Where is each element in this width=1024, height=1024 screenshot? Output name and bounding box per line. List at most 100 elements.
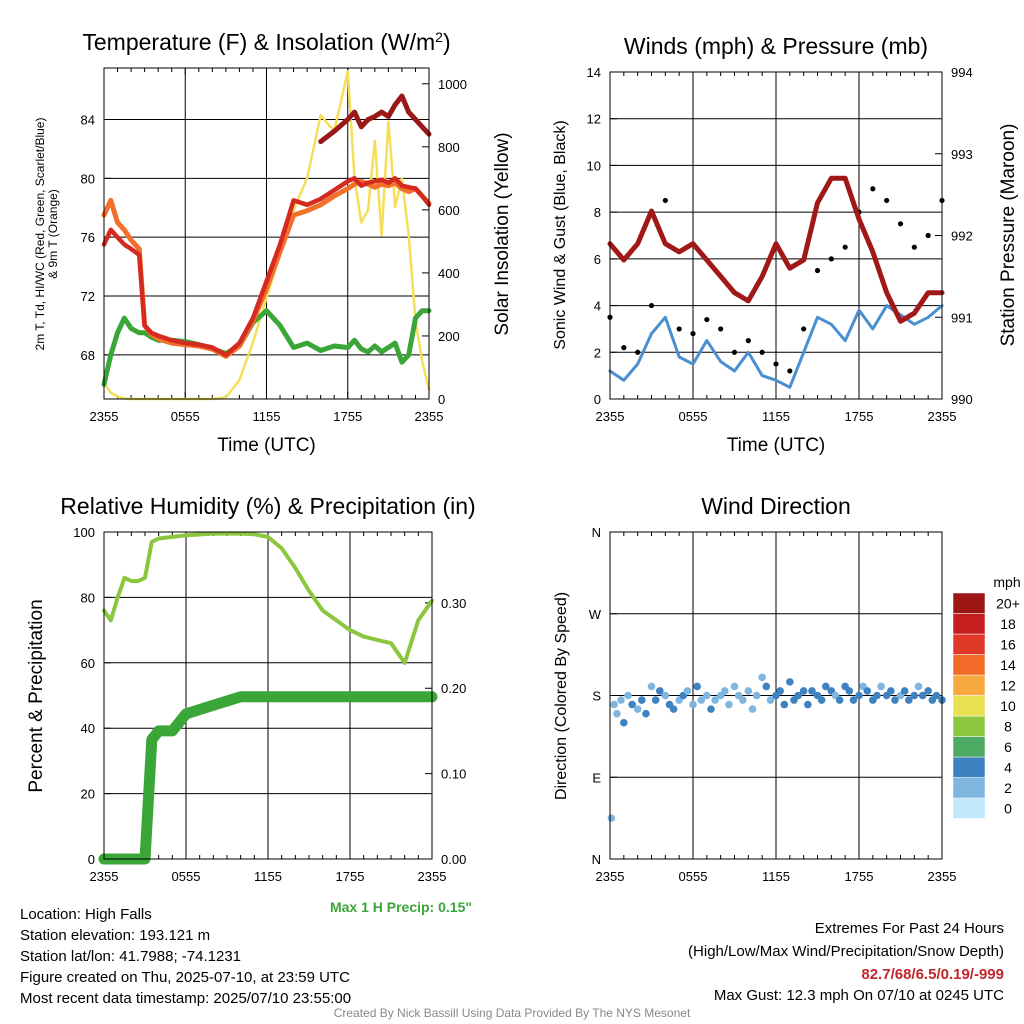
direction-point xyxy=(752,691,761,700)
colorbar-swatch xyxy=(952,633,986,655)
colorbar-swatch xyxy=(952,715,986,737)
y-tick-label-right: 0 xyxy=(438,392,445,407)
x-tick-label: 0555 xyxy=(679,869,708,884)
direction-point xyxy=(776,687,784,695)
y-tick-label-left: 14 xyxy=(587,65,601,80)
y-tick-label-right: 992 xyxy=(951,229,973,244)
y-tick-label-right: 200 xyxy=(438,329,460,344)
colorbar-unit: mph xyxy=(993,574,1020,590)
y-tick-label: S xyxy=(592,689,601,704)
colorbar-label: 0 xyxy=(1004,800,1012,816)
direction-point xyxy=(905,696,913,704)
y-tick-label: N xyxy=(592,852,601,867)
y-tick-label-right: 0.20 xyxy=(441,681,466,696)
credit-text: Created By Nick Bassill Using Data Provi… xyxy=(333,1006,691,1020)
direction-point xyxy=(651,696,660,704)
x-tick-label: 2355 xyxy=(418,869,447,884)
colorbar-swatch xyxy=(952,592,986,614)
colorbar-swatch xyxy=(952,674,986,696)
direction-point xyxy=(647,682,656,691)
gust-point xyxy=(897,221,904,227)
direction-point xyxy=(780,700,789,709)
y-axis-label-right: Solar Insolation (Yellow) xyxy=(492,132,513,335)
extremes-values: 82.7/68/6.5/0.19/-999 xyxy=(861,966,1004,983)
direction-point xyxy=(855,691,863,700)
x-tick-label: 1155 xyxy=(254,869,282,884)
wind-direction-panel: 2355 0555 1155 1755 2355 Wind Direction N E S W N D… xyxy=(553,493,1021,884)
direction-point xyxy=(607,814,616,822)
colorbar-label: 16 xyxy=(1000,636,1016,652)
direction-point xyxy=(808,687,816,695)
direction-point xyxy=(877,682,885,691)
gust-point xyxy=(925,232,931,239)
label-line: 2m T, Td, HI/WC (Red, Green, Scarlet/Blu… xyxy=(33,118,47,351)
y-tick-label-right: 0.10 xyxy=(441,767,466,782)
y-tick-label-left: 0 xyxy=(88,852,95,867)
direction-point xyxy=(617,696,625,704)
y-axis-label-left: Sonic Wind & Gust (Blue, Black) xyxy=(552,120,569,349)
x-tick-label: 1155 xyxy=(253,409,281,424)
x-tick-label: 2355 xyxy=(596,869,625,884)
direction-point xyxy=(693,682,701,691)
colorbar-swatch xyxy=(952,613,986,635)
colorbar-label: 14 xyxy=(1000,657,1016,673)
y-tick-label-left: 80 xyxy=(81,171,95,186)
gust-point xyxy=(690,331,696,337)
x-tick-label: 1755 xyxy=(845,869,874,884)
direction-point xyxy=(730,682,739,691)
humidity-panel: 2355 0555 1155 1755 2355 Relative Humidity (%… xyxy=(26,493,476,915)
direction-point xyxy=(642,709,650,718)
x-tick-label: 2355 xyxy=(90,869,119,884)
direction-point xyxy=(794,691,802,700)
y-tick-label-right: 990 xyxy=(951,392,973,407)
gust-point xyxy=(718,326,724,332)
colorbar-label: 20+ xyxy=(996,595,1020,611)
gust-point xyxy=(884,197,890,204)
gust-point xyxy=(870,186,876,192)
y-tick-label-right: 400 xyxy=(438,266,460,281)
y-axis-label: Direction (Colored By Speed) xyxy=(553,592,570,800)
direction-point xyxy=(744,687,753,695)
gust-point xyxy=(635,349,641,355)
direction-point xyxy=(817,696,826,704)
x-axis-label: Time (UTC) xyxy=(217,435,316,456)
direction-point xyxy=(628,700,636,709)
sonic-wind-line xyxy=(608,304,944,389)
plot-border xyxy=(103,531,433,860)
temperature-panel: 2355 0555 1155 1755 2355 Temperature (F) & In… xyxy=(33,29,513,456)
direction-point xyxy=(669,705,678,713)
extremes-title: Extremes For Past 24 Hours xyxy=(814,920,1004,937)
y-tick-label-right: 800 xyxy=(438,140,460,155)
colorbar-swatch xyxy=(952,695,986,717)
x-tick-label: 1155 xyxy=(762,409,790,424)
direction-point xyxy=(910,691,919,700)
direction-point xyxy=(624,691,632,700)
direction-point xyxy=(620,718,628,727)
colorbar-swatch xyxy=(952,777,986,799)
x-tick-label: 1155 xyxy=(762,869,790,884)
direction-point xyxy=(924,687,932,695)
gust-point xyxy=(621,345,627,351)
y-tick-label-right: 0.30 xyxy=(441,596,466,611)
y-tick-label-right: 600 xyxy=(438,203,460,218)
gust-point xyxy=(814,267,821,274)
y-tick-label-right: 994 xyxy=(951,65,973,80)
y-tick-label-left: 84 xyxy=(81,112,95,127)
gust-point xyxy=(773,361,779,367)
chart-title: Winds (mph) & Pressure (mb) xyxy=(624,33,928,59)
direction-point xyxy=(703,691,711,700)
colorbar-label: 4 xyxy=(1004,759,1012,775)
colorbar-label: 2 xyxy=(1004,780,1012,796)
x-tick-label: 1755 xyxy=(845,409,874,424)
direction-point xyxy=(849,696,858,704)
y-tick-label-left: 20 xyxy=(81,787,95,802)
direction-point xyxy=(762,682,771,691)
title-part: ) xyxy=(443,29,451,55)
title-part: Temperature (F) & Insolation (W/m xyxy=(82,29,435,55)
direction-point xyxy=(799,687,808,695)
y-tick-label: N xyxy=(592,525,601,540)
direction-point xyxy=(707,705,715,713)
label-line: & 9m T (Orange) xyxy=(46,189,60,279)
direction-point xyxy=(873,691,881,700)
gust-point xyxy=(704,316,710,323)
